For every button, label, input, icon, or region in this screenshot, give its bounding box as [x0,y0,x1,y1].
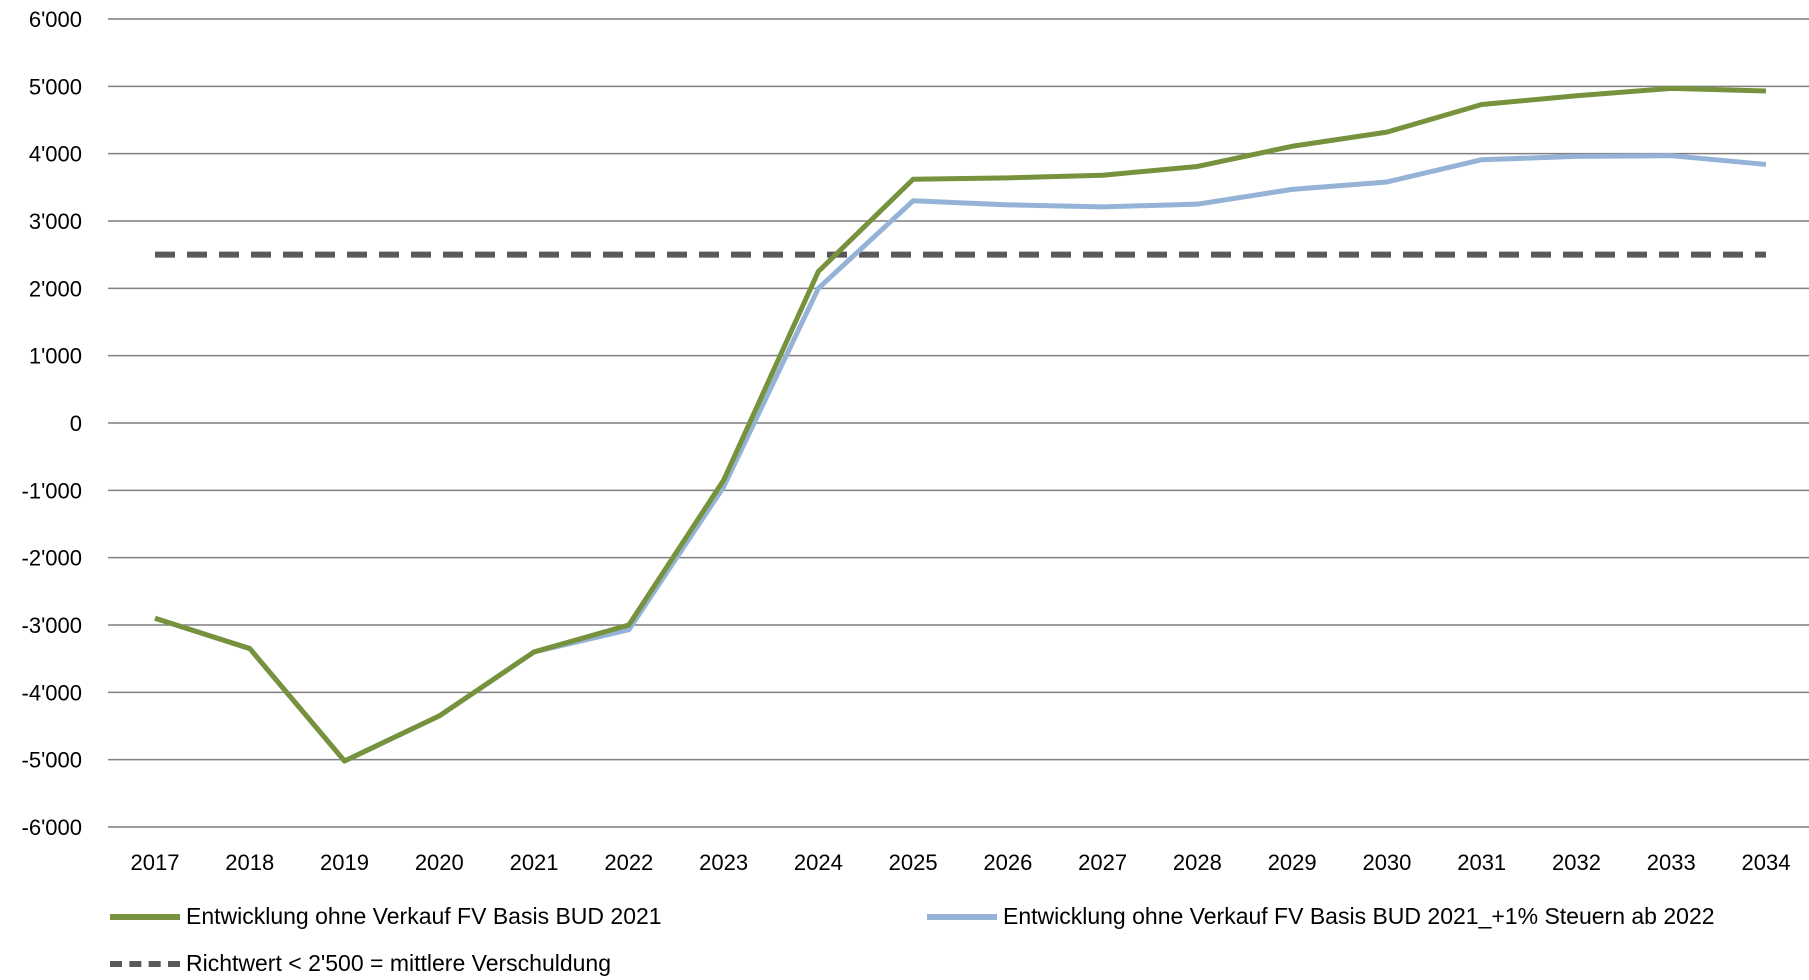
series-lines [154,85,1767,764]
y-tick-label: -2'000 [22,546,82,571]
x-axis-tick-labels: 2017 2018 2019 2020 2021 2022 2023 2024 2025 2026… [131,850,1791,875]
gridlines [108,18,1809,828]
x-tick-label: 2020 [415,850,464,875]
x-tick-label: 2017 [131,850,180,875]
series-line-2 [154,153,1767,764]
x-tick-label: 2022 [604,850,653,875]
y-tick-label: -3'000 [22,613,82,638]
y-tick-label: 0 [70,411,82,436]
x-tick-label: 2023 [699,850,748,875]
y-tick-label: 4'000 [29,142,82,167]
y-tick-label: 1'000 [29,344,82,369]
y-axis-tick-labels: 6'000 5'000 4'000 3'000 2'000 1'000 0 -1'000 -2'… [22,7,82,840]
x-tick-label: 2025 [889,850,938,875]
x-tick-label: 2021 [510,850,559,875]
y-tick-label: -6'000 [22,815,82,840]
y-tick-label: -1'000 [22,478,82,503]
x-tick-label: 2019 [320,850,369,875]
series-line-1 [154,85,1767,764]
x-tick-label: 2034 [1742,850,1791,875]
y-tick-label: 3'000 [29,209,82,234]
x-tick-label: 2031 [1457,850,1506,875]
y-tick-label: 5'000 [29,74,82,99]
x-tick-label: 2029 [1268,850,1317,875]
x-tick-label: 2027 [1078,850,1127,875]
y-tick-label: 6'000 [29,7,82,32]
x-tick-label: 2030 [1362,850,1411,875]
y-tick-label: 2'000 [29,276,82,301]
y-tick-label: -4'000 [22,680,82,705]
x-tick-label: 2018 [225,850,274,875]
x-tick-label: 2026 [983,850,1032,875]
x-tick-label: 2033 [1647,850,1696,875]
x-tick-label: 2028 [1173,850,1222,875]
x-tick-label: 2032 [1552,850,1601,875]
x-tick-label: 2024 [794,850,843,875]
y-tick-label: -5'000 [22,748,82,773]
